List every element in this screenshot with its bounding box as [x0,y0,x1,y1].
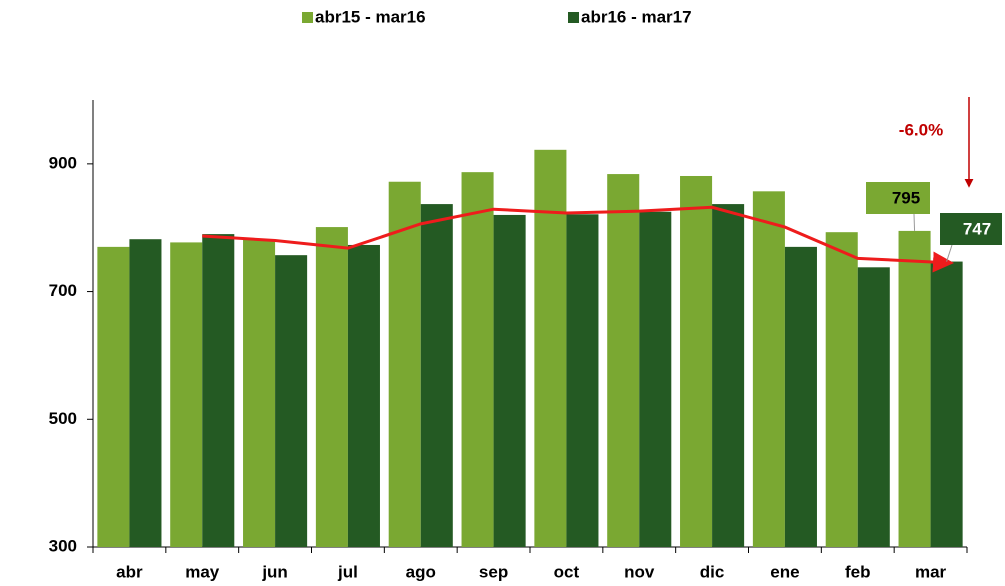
legend-label: abr15 - mar16 [315,7,426,26]
y-tick-label: 700 [49,281,77,300]
bar [275,255,308,547]
bar [129,239,162,548]
legend-swatch [302,12,313,23]
x-tick-label: mar [915,562,947,581]
label-leader [913,213,916,231]
bar [857,267,890,547]
data-label-box [866,182,930,214]
data-label-box [940,213,1002,245]
x-tick-label: abr [116,562,143,581]
x-tick-label: dic [700,562,725,581]
bar [784,246,817,547]
bar [930,261,963,547]
bar [388,181,421,548]
legend-label: abr16 - mar17 [581,7,692,26]
label-leader [946,244,953,262]
y-tick-label: 300 [49,536,77,555]
bar [97,246,130,547]
x-tick-label: jun [261,562,288,581]
bar [639,211,672,547]
bar [493,214,526,547]
bar [243,239,276,548]
bar [347,244,380,547]
x-tick-label: ene [770,562,799,581]
x-tick-label: ago [406,562,436,581]
bar [712,204,745,547]
bar [825,232,858,548]
bar [461,172,494,547]
legend-swatch [568,12,579,23]
bar [315,227,348,547]
bar [752,191,785,547]
bar [170,242,203,547]
y-tick-label: 500 [49,409,77,428]
bar [202,234,235,547]
bar [898,230,931,547]
bar [566,214,599,547]
bar [420,204,453,547]
x-tick-label: nov [624,562,655,581]
data-label: 747 [963,219,991,238]
x-tick-label: feb [845,562,871,581]
annotation: -6.0% [899,120,943,139]
bar [607,174,640,547]
x-tick-label: jul [337,562,358,581]
bar [680,175,713,548]
y-tick-label: 900 [49,153,77,172]
trend-line [202,205,955,273]
bar [534,149,567,547]
x-tick-label: sep [479,562,508,581]
x-tick-label: oct [554,562,580,581]
x-tick-label: may [185,562,220,581]
data-label: 795 [892,188,920,207]
